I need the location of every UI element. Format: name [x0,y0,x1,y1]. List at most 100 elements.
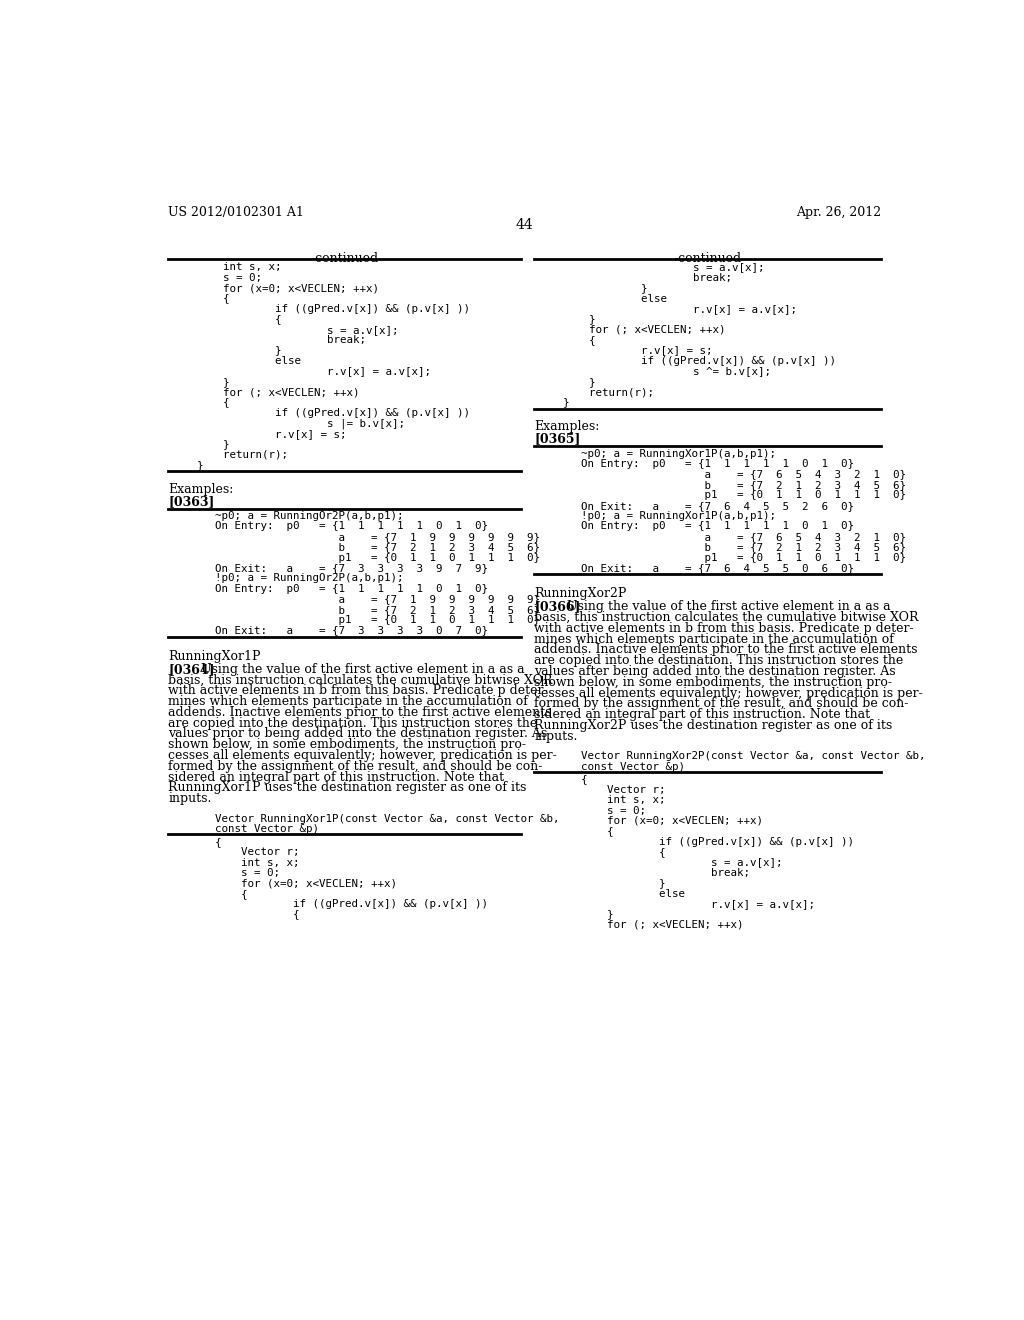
Text: ~p0; a = RunningOr2P(a,b,p1);: ~p0; a = RunningOr2P(a,b,p1); [215,511,403,521]
Text: [0364]: [0364] [168,663,215,676]
Text: }: } [171,376,230,387]
Text: {: { [171,397,230,408]
Text: break;: break; [171,335,367,345]
Text: a    = {7  6  5  4  3  2  1  0}: a = {7 6 5 4 3 2 1 0} [581,470,905,479]
Text: }: } [171,459,204,470]
Text: formed by the assignment of the result, and should be con-: formed by the assignment of the result, … [168,760,543,772]
Text: values prior to being added into the destination register. As: values prior to being added into the des… [168,727,548,741]
Text: shown below, in some embodiments, the instruction pro-: shown below, in some embodiments, the in… [535,676,892,689]
Text: {: { [581,775,587,784]
Text: -continued: -continued [674,252,741,265]
Text: Examples:: Examples: [168,483,233,495]
Text: [0363]: [0363] [168,495,215,508]
Text: }: } [538,397,569,408]
Text: b    = {7  2  1  2  3  4  5  6}: b = {7 2 1 2 3 4 5 6} [215,605,540,615]
Text: {: { [215,909,299,920]
Text: p1   = {0  1  1  0  1  1  1  0}: p1 = {0 1 1 0 1 1 1 0} [581,490,905,500]
Text: Vector RunningXor1P(const Vector &a, const Vector &b,: Vector RunningXor1P(const Vector &a, con… [215,813,559,824]
Text: for (; x<VECLEN; ++x): for (; x<VECLEN; ++x) [538,325,726,335]
Text: On Exit:   a    = {7  6  4  5  5  0  6  0}: On Exit: a = {7 6 4 5 5 0 6 0} [581,564,854,573]
Text: for (x=0; x<VECLEN; ++x): for (x=0; x<VECLEN; ++x) [215,878,397,888]
Text: with active elements in b from this basis. Predicate p deter-: with active elements in b from this basi… [168,684,548,697]
Text: if ((gPred.v[x]) && (p.v[x] )): if ((gPred.v[x]) && (p.v[x] )) [171,304,470,314]
Text: basis, this instruction calculates the cumulative bitwise XOR: basis, this instruction calculates the c… [535,611,919,624]
Text: }: } [538,284,648,293]
Text: with active elements in b from this basis. Predicate p deter-: with active elements in b from this basi… [535,622,913,635]
Text: a    = {7  1  9  9  9  9  9  9}: a = {7 1 9 9 9 9 9 9} [215,594,540,605]
Text: if ((gPred.v[x]) && (p.v[x] )): if ((gPred.v[x]) && (p.v[x] )) [538,356,837,366]
Text: ~p0; a = RunningXor1P(a,b,p1);: ~p0; a = RunningXor1P(a,b,p1); [581,449,775,458]
Text: }: } [581,909,613,920]
Text: sidered an integral part of this instruction. Note that: sidered an integral part of this instruc… [535,708,870,721]
Text: RunningXor2P uses the destination register as one of its: RunningXor2P uses the destination regist… [535,719,892,733]
Text: for (; x<VECLEN; ++x): for (; x<VECLEN; ++x) [171,387,359,397]
Text: if ((gPred.v[x]) && (p.v[x] )): if ((gPred.v[x]) && (p.v[x] )) [171,408,470,418]
Text: {: { [215,837,221,846]
Text: RunningXor1P uses the destination register as one of its: RunningXor1P uses the destination regist… [168,781,526,795]
Text: [0365]: [0365] [535,433,581,446]
Text: s = a.v[x];: s = a.v[x]; [171,325,399,335]
Text: Using the value of the first active element in a as a: Using the value of the first active elem… [201,663,524,676]
Text: -continued: -continued [311,252,378,265]
Text: !p0; a = RunningOr2P(a,b,p1);: !p0; a = RunningOr2P(a,b,p1); [215,573,403,583]
Text: US 2012/0102301 A1: US 2012/0102301 A1 [168,206,304,219]
Text: s = 0;: s = 0; [171,273,262,282]
Text: mines which elements participate in the accumulation of: mines which elements participate in the … [535,632,894,645]
Text: const Vector &p): const Vector &p) [215,824,318,834]
Text: basis, this instruction calculates the cumulative bitwise XOR: basis, this instruction calculates the c… [168,673,553,686]
Text: if ((gPred.v[x]) && (p.v[x] )): if ((gPred.v[x]) && (p.v[x] )) [581,837,854,846]
Text: Vector RunningXor2P(const Vector &a, const Vector &b,: Vector RunningXor2P(const Vector &a, con… [581,751,925,762]
Text: else: else [538,293,668,304]
Text: r.v[x] = s;: r.v[x] = s; [538,346,713,355]
Text: On Entry:  p0   = {1  1  1  1  1  0  1  0}: On Entry: p0 = {1 1 1 1 1 0 1 0} [215,521,487,532]
Text: Using the value of the first active element in a as a: Using the value of the first active elem… [566,601,890,614]
Text: }: } [538,314,596,325]
Text: b    = {7  2  1  2  3  4  5  6}: b = {7 2 1 2 3 4 5 6} [581,480,905,490]
Text: shown below, in some embodiments, the instruction pro-: shown below, in some embodiments, the in… [168,738,526,751]
Text: for (; x<VECLEN; ++x): for (; x<VECLEN; ++x) [581,920,743,929]
Text: 44: 44 [516,218,534,232]
Text: int s, x;: int s, x; [171,263,282,272]
Text: b    = {7  2  1  2  3  4  5  6}: b = {7 2 1 2 3 4 5 6} [215,543,540,552]
Text: On Entry:  p0   = {1  1  1  1  1  0  1  0}: On Entry: p0 = {1 1 1 1 1 0 1 0} [581,459,854,469]
Text: {: { [171,293,230,304]
Text: a    = {7  6  5  4  3  2  1  0}: a = {7 6 5 4 3 2 1 0} [581,532,905,541]
Text: {: { [581,847,666,857]
Text: int s, x;: int s, x; [215,858,299,867]
Text: Apr. 26, 2012: Apr. 26, 2012 [797,206,882,219]
Text: s = a.v[x];: s = a.v[x]; [538,263,765,272]
Text: formed by the assignment of the result, and should be con-: formed by the assignment of the result, … [535,697,908,710]
Text: r.v[x] = s;: r.v[x] = s; [171,429,347,438]
Text: }: } [171,440,230,449]
Text: addends. Inactive elements prior to the first active elements: addends. Inactive elements prior to the … [168,706,552,719]
Text: sidered an integral part of this instruction. Note that: sidered an integral part of this instruc… [168,771,505,784]
Text: return(r);: return(r); [538,387,654,397]
Text: inputs.: inputs. [535,730,578,743]
Text: break;: break; [581,869,750,878]
Text: values after being added into the destination register. As: values after being added into the destin… [535,665,896,678]
Text: return(r);: return(r); [171,449,289,459]
Text: s = 0;: s = 0; [215,869,280,878]
Text: s = 0;: s = 0; [581,805,645,816]
Text: RunningXor1P: RunningXor1P [168,649,261,663]
Text: {: { [215,888,248,899]
Text: for (x=0; x<VECLEN; ++x): for (x=0; x<VECLEN; ++x) [171,284,380,293]
Text: {: { [538,335,596,345]
Text: else: else [581,888,685,899]
Text: for (x=0; x<VECLEN; ++x): for (x=0; x<VECLEN; ++x) [581,816,763,826]
Text: inputs.: inputs. [168,792,212,805]
Text: !p0; a = RunningXor1P(a,b,p1);: !p0; a = RunningXor1P(a,b,p1); [581,511,775,521]
Text: }: } [581,878,666,888]
Text: const Vector &p): const Vector &p) [581,762,685,772]
Text: On Exit:   a    = {7  6  4  5  5  2  6  0}: On Exit: a = {7 6 4 5 5 2 6 0} [581,500,854,511]
Text: Vector r;: Vector r; [215,847,299,857]
Text: cesses all elements equivalently; however, predication is per-: cesses all elements equivalently; howeve… [535,686,923,700]
Text: On Entry:  p0   = {1  1  1  1  1  0  1  0}: On Entry: p0 = {1 1 1 1 1 0 1 0} [215,583,487,594]
Text: s = a.v[x];: s = a.v[x]; [581,858,782,867]
Text: are copied into the destination. This instruction stores the: are copied into the destination. This in… [168,717,538,730]
Text: r.v[x] = a.v[x];: r.v[x] = a.v[x]; [171,367,431,376]
Text: s |= b.v[x];: s |= b.v[x]; [171,418,406,429]
Text: {: { [171,314,282,325]
Text: }: } [171,346,282,355]
Text: On Exit:   a    = {7  3  3  3  3  9  7  9}: On Exit: a = {7 3 3 3 3 9 7 9} [215,564,487,573]
